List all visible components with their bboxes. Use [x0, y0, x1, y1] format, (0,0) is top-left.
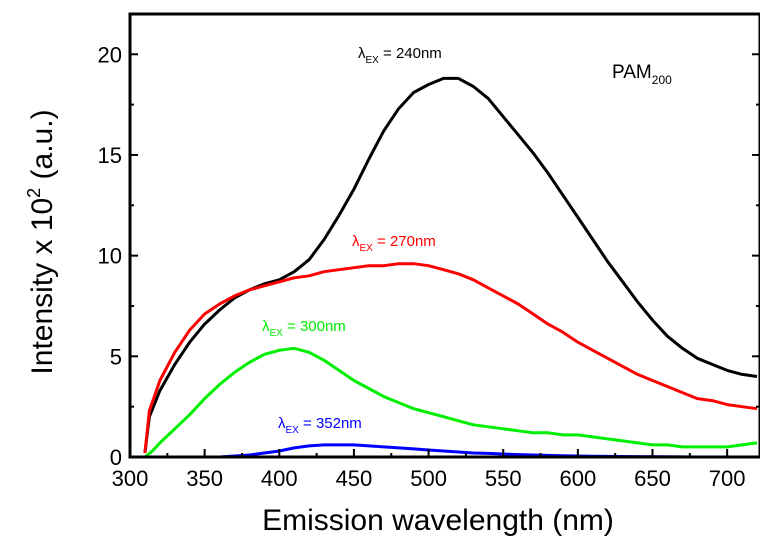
x-tick-label: 450 [336, 466, 373, 491]
annotation-main: PAM [612, 62, 652, 83]
x-tick-label: 300 [112, 466, 149, 491]
series-layer [143, 76, 758, 459]
y-axis-title-main: Intensity x 10 [26, 198, 59, 375]
y-tick-label: 20 [98, 42, 122, 67]
series-line-1 [143, 262, 758, 454]
annotation-sub: 200 [652, 73, 672, 87]
x-axis-title: Emission wavelength (nm) [262, 504, 614, 537]
series-label-3: λEX = 352nm [278, 415, 362, 436]
x-tick-label: 650 [634, 466, 671, 491]
plot-frame [128, 12, 760, 459]
series-label-2: λEX = 300nm [262, 318, 346, 339]
ticks-layer: 300 350 400 450 500 550 600 650 700 0 5 10 15 20 [98, 42, 760, 491]
x-tick-label: 500 [410, 466, 447, 491]
series-label-0: λEX = 240nm [358, 45, 442, 66]
x-tick-label: 600 [560, 466, 597, 491]
y-tick-label: 10 [98, 244, 122, 269]
sample-annotation: PAM200 [612, 62, 672, 87]
y-tick-label: 15 [98, 143, 122, 168]
x-tick-label: 550 [485, 466, 522, 491]
x-tick-label: 400 [261, 466, 298, 491]
y-tick-label: 5 [110, 344, 122, 369]
series-line-0 [143, 76, 758, 454]
series-label-1: λEX = 270nm [352, 233, 436, 254]
y-axis-title-exponent: 2 [24, 188, 44, 198]
y-tick-label: 0 [110, 445, 122, 470]
y-axis-title-units: (a.u.) [26, 109, 59, 187]
series-line-2 [143, 346, 758, 459]
series-labels: λEX = 240nm λEX = 270nm λEX = 300nm λEX = 3… [262, 45, 442, 436]
y-axis-title: Intensity x 102 (a.u.) [24, 109, 59, 374]
x-tick-label: 350 [186, 466, 223, 491]
x-tick-label: 700 [709, 466, 746, 491]
